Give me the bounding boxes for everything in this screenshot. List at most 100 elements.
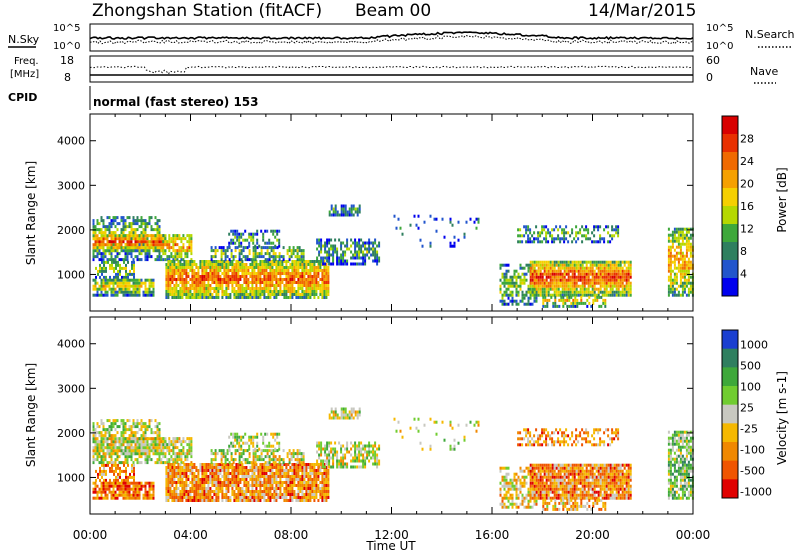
echo-cell <box>245 484 247 487</box>
echo-cell <box>569 234 571 237</box>
echo-cell <box>678 237 680 240</box>
echo-cell <box>262 233 264 236</box>
echo-cell <box>289 287 291 290</box>
echo-cell <box>159 437 161 440</box>
echo-cell <box>101 270 103 273</box>
echo-cell <box>164 461 166 464</box>
echo-cell <box>560 291 562 294</box>
echo-cell <box>123 234 125 237</box>
echo-cell <box>127 273 129 276</box>
echo-cell <box>215 499 217 502</box>
echo-cell <box>237 278 239 281</box>
echo-cell <box>233 266 235 269</box>
echo-cell <box>143 452 145 455</box>
echo-cell <box>183 260 185 263</box>
echo-cell <box>430 245 432 248</box>
echo-cell <box>117 285 119 288</box>
echo-cell <box>113 473 115 476</box>
echo-cell <box>293 252 295 255</box>
echo-cell <box>235 246 237 249</box>
echo-cell <box>271 284 273 287</box>
echo-cell <box>624 273 626 276</box>
echo-cell <box>135 279 137 282</box>
echo-cell <box>235 249 237 252</box>
echo-cell <box>221 255 223 258</box>
echo-cell <box>532 282 534 285</box>
echo-cell <box>159 258 161 261</box>
echo-cell <box>275 269 277 272</box>
echo-cell <box>95 479 97 482</box>
echo-cell <box>170 458 172 461</box>
echo-cell <box>175 293 177 296</box>
echo-cell <box>572 264 574 267</box>
echo-cell <box>611 237 613 240</box>
echo-cell <box>223 263 225 266</box>
echo-cell <box>516 288 518 291</box>
echo-cell <box>604 273 606 276</box>
echo-cell <box>184 455 186 458</box>
echo-cell <box>167 463 169 466</box>
echo-cell <box>221 290 223 293</box>
echo-cell <box>630 285 632 288</box>
echo-cell <box>265 258 267 261</box>
echo-cell <box>508 297 510 300</box>
echo-cell <box>143 440 145 443</box>
echo-cell <box>265 499 267 502</box>
echo-cell <box>329 214 331 217</box>
echo-cell <box>517 240 519 243</box>
echo-cell <box>340 260 342 263</box>
nsearch-label: N.Search <box>745 28 795 41</box>
echo-cell <box>211 496 213 499</box>
echo-cell <box>237 490 239 493</box>
echo-cell <box>598 273 600 276</box>
echo-cell <box>265 284 267 287</box>
echo-cell <box>584 273 586 276</box>
echo-cell <box>190 437 192 440</box>
echo-cell <box>103 225 105 228</box>
echo-cell <box>674 261 676 264</box>
echo-cell <box>570 267 572 270</box>
echo-cell <box>265 272 267 275</box>
echo-cell <box>97 455 99 458</box>
echo-cell <box>582 261 584 264</box>
echo-cell <box>624 261 626 264</box>
echo-cell <box>105 437 107 440</box>
echo-cell <box>223 493 225 496</box>
echo-cell <box>374 254 376 257</box>
echo-cell <box>313 281 315 284</box>
echo-cell <box>311 263 313 266</box>
echo-cell <box>678 252 680 255</box>
echo-cell <box>680 270 682 273</box>
echo-cell <box>526 303 528 306</box>
echo-cell <box>117 488 119 491</box>
echo-cell <box>180 255 182 258</box>
echo-cell <box>370 254 372 257</box>
echo-cell <box>551 240 553 243</box>
echo-cell <box>516 279 518 282</box>
echo-cell <box>554 299 556 302</box>
echo-cell <box>172 240 174 243</box>
echo-cell <box>137 282 139 285</box>
echo-cell <box>289 281 291 284</box>
echo-cell <box>583 228 585 231</box>
echo-cell <box>275 284 277 287</box>
echo-cell <box>562 299 564 302</box>
echo-cell <box>129 437 131 440</box>
echo-cell <box>195 475 197 478</box>
echo-cell <box>554 282 556 285</box>
echo-cell <box>303 278 305 281</box>
echo-cell <box>535 225 537 228</box>
echo-cell <box>259 490 261 493</box>
echo-cell <box>315 293 317 296</box>
echo-cell <box>131 285 133 288</box>
echo-cell <box>231 252 233 255</box>
echo-cell <box>618 294 620 297</box>
echo-cell <box>137 431 139 434</box>
echo-cell <box>510 279 512 282</box>
echo-cell <box>570 291 572 294</box>
echo-cell <box>195 484 197 487</box>
echo-cell <box>327 290 329 293</box>
echo-cell <box>197 290 199 293</box>
echo-cell <box>265 475 267 478</box>
echo-cell <box>197 296 199 299</box>
